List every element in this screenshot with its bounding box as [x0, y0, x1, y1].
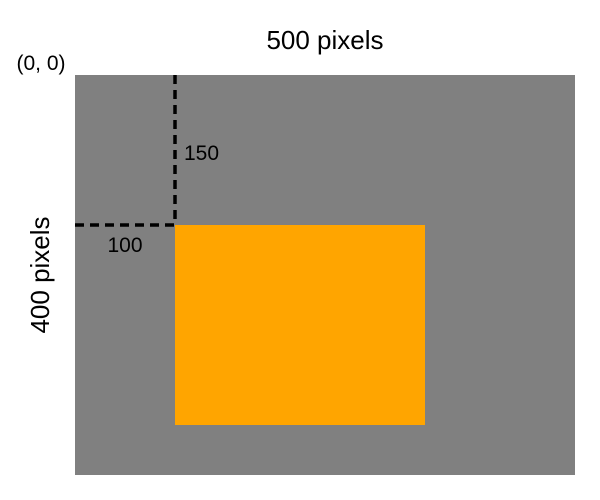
- height-label: 400 pixels: [25, 216, 55, 333]
- origin-label: (0, 0): [16, 52, 65, 75]
- width-label: 500 pixels: [266, 25, 383, 55]
- y-offset-label: 150: [184, 142, 219, 165]
- x-offset-label: 100: [107, 234, 142, 257]
- orange-rectangle: [175, 225, 425, 425]
